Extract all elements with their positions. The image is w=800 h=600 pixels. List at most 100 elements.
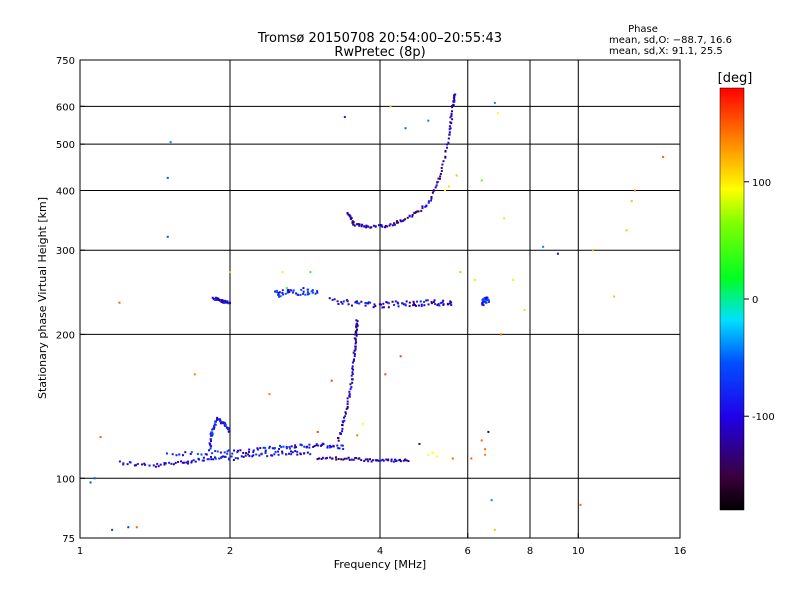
data-point [303, 452, 306, 455]
data-point [377, 224, 380, 227]
data-point [200, 453, 203, 456]
data-point [214, 457, 217, 460]
data-point [211, 433, 214, 436]
data-point [402, 219, 405, 222]
data-point [277, 293, 280, 296]
data-point [348, 393, 351, 396]
data-point [172, 463, 175, 466]
data-point [449, 300, 452, 303]
data-point [404, 304, 407, 307]
phase-stats-x: mean, sd,X: 91.1, 25.5 [609, 46, 723, 57]
data-point [413, 211, 416, 214]
data-point [487, 300, 490, 303]
data-point [353, 353, 356, 356]
data-point [473, 278, 476, 281]
data-point [420, 303, 423, 306]
x-tick-label: 1 [77, 546, 83, 557]
data-point [411, 213, 414, 216]
data-point [482, 304, 485, 307]
data-point [388, 224, 391, 227]
data-point [356, 324, 359, 327]
data-point [209, 438, 212, 441]
data-point [341, 430, 344, 433]
data-point [348, 214, 351, 217]
data-point [237, 449, 240, 452]
data-point [416, 300, 419, 303]
data-point [209, 434, 212, 437]
data-point [430, 196, 433, 199]
data-point [259, 447, 262, 450]
x-tick-label: 4 [377, 546, 383, 557]
data-point [352, 221, 355, 224]
data-point [343, 457, 346, 460]
data-point [336, 447, 339, 450]
data-point [444, 155, 447, 158]
data-point [216, 450, 219, 453]
data-point [187, 462, 190, 465]
x-tick-label: 6 [465, 546, 471, 557]
data-point [219, 418, 222, 421]
data-point [216, 297, 219, 300]
data-point [345, 457, 348, 460]
data-point [212, 297, 215, 300]
data-point [122, 462, 125, 465]
data-point [187, 460, 190, 463]
data-point [419, 300, 422, 303]
data-point [89, 481, 92, 484]
data-point [452, 103, 455, 106]
data-point [341, 424, 344, 427]
data-point [277, 450, 280, 453]
data-point [440, 166, 443, 169]
data-point [556, 252, 559, 255]
data-point [308, 443, 311, 446]
data-point [434, 303, 437, 306]
data-point [192, 459, 195, 462]
data-point [591, 249, 594, 252]
data-point [209, 447, 212, 450]
data-point [281, 450, 284, 453]
data-point [382, 306, 385, 309]
data-point [290, 289, 293, 292]
data-point [453, 99, 456, 102]
data-point [294, 450, 297, 453]
data-point [278, 295, 281, 298]
data-point [300, 444, 303, 447]
data-point [387, 459, 390, 462]
data-point [330, 445, 333, 448]
data-point [273, 446, 276, 449]
data-point [439, 175, 442, 178]
data-point [320, 444, 323, 447]
data-point [181, 454, 184, 457]
data-point [320, 458, 323, 461]
data-point [184, 451, 187, 454]
data-point [443, 189, 446, 192]
data-point [365, 302, 368, 305]
data-point [355, 334, 358, 337]
data-point [353, 224, 356, 227]
data-point [197, 457, 200, 460]
data-point [412, 302, 415, 305]
data-point [215, 418, 218, 421]
data-point [390, 458, 393, 461]
data-point [370, 460, 373, 463]
data-point [143, 462, 146, 465]
data-point [190, 460, 193, 463]
data-point [397, 305, 400, 308]
data-point [236, 457, 239, 460]
data-point [219, 420, 222, 423]
data-point [484, 448, 487, 451]
data-point [268, 393, 271, 396]
data-point [346, 300, 349, 303]
data-point [393, 223, 396, 226]
data-point [202, 456, 205, 459]
data-point [416, 210, 419, 213]
data-point [204, 453, 207, 456]
data-point [368, 458, 371, 461]
data-point [382, 302, 385, 305]
data-point [431, 451, 434, 454]
data-point [364, 302, 367, 305]
data-point [420, 209, 423, 212]
data-point [365, 224, 368, 227]
data-point [228, 430, 231, 433]
data-point [431, 191, 434, 194]
